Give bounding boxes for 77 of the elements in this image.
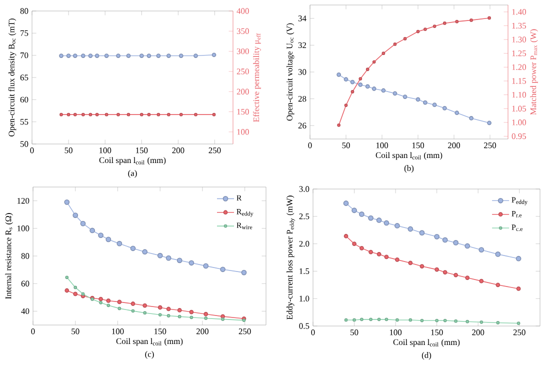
x-tick-label: 0: [31, 328, 35, 334]
y-tick-label: 2.5: [299, 214, 310, 220]
text: (a): [128, 170, 137, 178]
y-tick-label: 32: [298, 42, 306, 48]
y-tick-label: 26: [298, 122, 306, 128]
y2-tick-label: 1.25: [512, 50, 526, 56]
x-tick-label: 250: [484, 142, 496, 148]
y-tick-label: 55: [20, 119, 28, 125]
y-tick-label: 100: [18, 226, 30, 232]
y-tick-label: 70: [20, 52, 28, 58]
x-tick-label: 200: [472, 330, 484, 336]
x-tick-label: 200: [172, 148, 184, 154]
y2-tick-label: 250: [236, 68, 249, 74]
x-tick-label: 150: [154, 328, 166, 334]
x-axis-title: Coil span l$_{coil}$ (mm): [99, 157, 166, 165]
y-tick-label: 40: [21, 308, 30, 314]
y2-axis-title: Effective permeability μ$_{eff}$: [253, 33, 261, 122]
y-axis-title: Eddy-current loss power P$_{eddy}$ (mW): [286, 196, 296, 320]
y2-axis-title: Matched power P$_{max}$ (W): [530, 29, 538, 115]
y-tick-label: 120: [18, 198, 30, 204]
y-tick-label: 60: [20, 96, 28, 103]
x-axis-title: Coil span l$_{coil}$ (mm): [393, 339, 460, 347]
x-tick-label: 100: [99, 148, 112, 154]
x-tick-label: 0: [30, 148, 34, 154]
x-axis-title: Coil span l$_{coil}$ (mm): [116, 338, 183, 346]
x-tick-label: 50: [72, 328, 80, 334]
x-tick-label: 100: [390, 330, 402, 336]
y2-tick-label: 1.05: [512, 106, 526, 112]
y2-tick-label: 100: [237, 129, 249, 135]
x-tick-label: 200: [448, 142, 460, 148]
y-axis-title: Open-circuit flux density B$_{oc}$ (mT): [8, 18, 16, 136]
y-axis-title: Internal resistance R$_{s}$ (Ω): [5, 213, 13, 299]
x-tick-label: 100: [112, 328, 124, 334]
y-tick-label: 1.0: [300, 296, 310, 302]
y2-tick-label: 400: [236, 8, 249, 14]
y2-tick-label: 0.95: [512, 133, 526, 140]
y-tick-label: 80: [20, 8, 28, 14]
y-tick-label: 2.0: [299, 240, 310, 247]
y2-tick-label: 1.40: [512, 9, 526, 15]
y2-tick-label: 1.20: [512, 64, 526, 70]
y-tick-label: 65: [20, 74, 28, 80]
y2-tick-label: 350: [236, 28, 249, 34]
x-tick-label: 150: [412, 142, 424, 148]
text: (d): [422, 352, 432, 360]
y-axis-title: Open-circuit voltage U$_{oc}$ (V): [286, 23, 294, 121]
y-tick-label: 0.5: [299, 323, 310, 329]
x-axis-title: Coil span l$_{coil}$ (mm): [376, 152, 442, 160]
y-tick-label: 30: [298, 69, 306, 75]
x-tick-label: 0: [308, 142, 312, 148]
x-tick-label: 50: [350, 330, 358, 336]
x-tick-label: 250: [238, 328, 251, 334]
x-tick-label: 150: [136, 148, 148, 154]
y2-tick-label: 1.00: [512, 120, 526, 126]
y-tick-label: 3.0: [299, 186, 310, 192]
y-tick-label: 28: [298, 96, 306, 102]
x-tick-label: 100: [376, 142, 388, 148]
text: (b): [404, 165, 414, 173]
y-tick-label: 1.5: [300, 268, 310, 274]
x-tick-label: 0: [311, 330, 315, 336]
x-tick-label: 50: [64, 148, 72, 154]
y2-tick-label: 1.35: [512, 22, 526, 29]
x-tick-label: 50: [342, 142, 350, 148]
y2-tick-label: 200: [236, 88, 249, 94]
y-tick-label: 75: [20, 30, 28, 36]
y2-tick-label: 300: [236, 48, 249, 54]
x-tick-label: 200: [196, 328, 208, 334]
y-tick-label: 80: [21, 253, 30, 259]
y2-tick-label: 1.10: [512, 92, 526, 98]
y2-tick-label: 1.15: [512, 78, 526, 84]
y2-tick-label: 1.30: [512, 36, 526, 42]
y-tick-label: 60: [21, 280, 30, 286]
text: (c): [145, 351, 154, 359]
y2-tick-label: 150: [237, 108, 249, 115]
x-tick-label: 150: [431, 330, 443, 336]
x-tick-label: 250: [208, 148, 221, 154]
y-tick-label: 34: [298, 16, 306, 22]
x-tick-label: 250: [513, 330, 526, 336]
